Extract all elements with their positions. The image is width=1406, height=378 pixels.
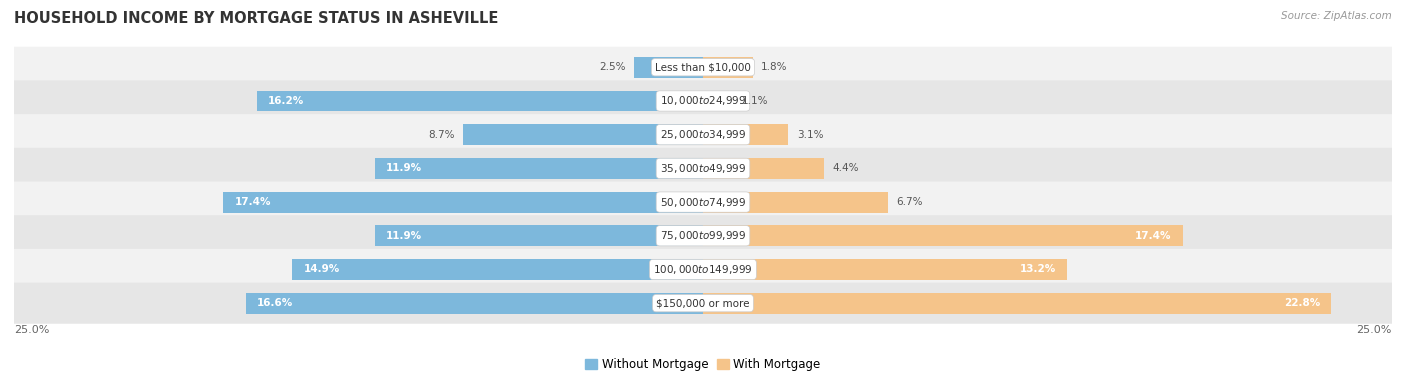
FancyBboxPatch shape <box>10 283 1396 324</box>
FancyBboxPatch shape <box>10 114 1396 155</box>
Text: $50,000 to $74,999: $50,000 to $74,999 <box>659 195 747 209</box>
Text: 16.6%: 16.6% <box>256 298 292 308</box>
Text: 11.9%: 11.9% <box>387 163 422 174</box>
Text: $100,000 to $149,999: $100,000 to $149,999 <box>654 263 752 276</box>
FancyBboxPatch shape <box>10 215 1396 256</box>
Text: 16.2%: 16.2% <box>267 96 304 106</box>
Bar <box>224 192 703 212</box>
Text: 2.5%: 2.5% <box>599 62 626 72</box>
Text: 17.4%: 17.4% <box>235 197 271 207</box>
Legend: Without Mortgage, With Mortgage: Without Mortgage, With Mortgage <box>581 353 825 376</box>
Text: 17.4%: 17.4% <box>1135 231 1171 241</box>
FancyBboxPatch shape <box>10 81 1396 121</box>
Text: 22.8%: 22.8% <box>1284 298 1320 308</box>
Bar <box>246 293 703 314</box>
FancyBboxPatch shape <box>10 47 1396 88</box>
Text: Less than $10,000: Less than $10,000 <box>655 62 751 72</box>
Text: 25.0%: 25.0% <box>14 325 49 335</box>
Text: 1.8%: 1.8% <box>761 62 787 72</box>
Text: $10,000 to $24,999: $10,000 to $24,999 <box>659 94 747 107</box>
FancyBboxPatch shape <box>10 148 1396 189</box>
Bar <box>703 158 824 179</box>
Text: $25,000 to $34,999: $25,000 to $34,999 <box>659 128 747 141</box>
FancyBboxPatch shape <box>10 181 1396 223</box>
Text: HOUSEHOLD INCOME BY MORTGAGE STATUS IN ASHEVILLE: HOUSEHOLD INCOME BY MORTGAGE STATUS IN A… <box>14 11 499 26</box>
Bar <box>703 225 1182 246</box>
Text: $75,000 to $99,999: $75,000 to $99,999 <box>659 229 747 242</box>
Text: 6.7%: 6.7% <box>896 197 922 207</box>
Text: 1.1%: 1.1% <box>741 96 768 106</box>
Text: Source: ZipAtlas.com: Source: ZipAtlas.com <box>1281 11 1392 21</box>
FancyBboxPatch shape <box>10 249 1396 290</box>
Bar <box>463 124 703 145</box>
Text: 4.4%: 4.4% <box>832 163 859 174</box>
Text: $150,000 or more: $150,000 or more <box>657 298 749 308</box>
Bar <box>256 90 703 112</box>
Text: 8.7%: 8.7% <box>429 130 456 139</box>
Text: 13.2%: 13.2% <box>1019 265 1056 274</box>
Bar <box>703 57 752 78</box>
Text: 14.9%: 14.9% <box>304 265 340 274</box>
Text: $35,000 to $49,999: $35,000 to $49,999 <box>659 162 747 175</box>
Text: 11.9%: 11.9% <box>387 231 422 241</box>
Text: 25.0%: 25.0% <box>1357 325 1392 335</box>
Bar <box>703 124 789 145</box>
Bar <box>375 225 703 246</box>
Bar <box>375 158 703 179</box>
Bar <box>703 192 887 212</box>
Bar <box>292 259 703 280</box>
Text: 3.1%: 3.1% <box>797 130 823 139</box>
Bar <box>703 90 734 112</box>
Bar <box>634 57 703 78</box>
Bar <box>703 259 1067 280</box>
Bar <box>703 293 1331 314</box>
